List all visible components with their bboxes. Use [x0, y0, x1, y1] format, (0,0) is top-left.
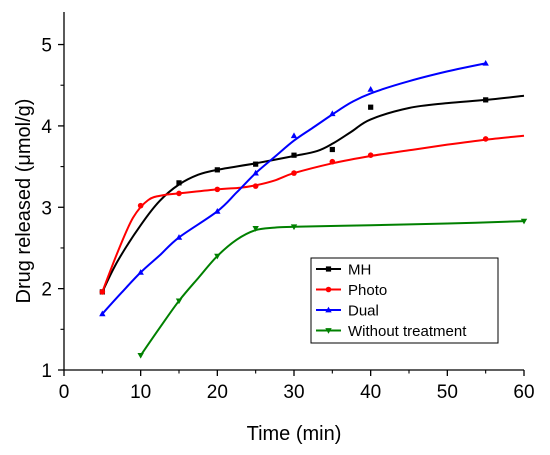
x-tick-label: 40 — [360, 382, 381, 403]
data-point-dual — [290, 132, 298, 139]
legend-marker — [325, 306, 332, 313]
legend-item: MH — [316, 262, 371, 279]
data-point-photo — [176, 190, 182, 197]
data-point-without-treatment — [520, 218, 528, 225]
y-axis-title: Drug released (μmol/g) — [13, 99, 35, 304]
data-point-mh — [483, 97, 489, 103]
data-point-photo — [482, 136, 489, 142]
data-point-dual — [99, 310, 106, 317]
x-tick-label: 30 — [283, 382, 304, 403]
legend-marker — [325, 266, 332, 272]
axis-ticks: 0 10 20 30 40 50 60 1 2 3 4 5 — [41, 36, 534, 403]
series-line-dual — [101, 62, 486, 315]
data-point-dual — [137, 269, 144, 275]
series-layer — [99, 59, 528, 359]
series-photo — [99, 134, 525, 295]
data-point-mh — [253, 161, 259, 167]
data-point-mh — [329, 146, 335, 153]
data-point-without-treatment — [290, 224, 298, 231]
legend-item: Photo — [316, 282, 387, 299]
legend-label: Dual — [348, 303, 379, 320]
plot-area: 0 10 20 30 40 50 60 1 2 3 4 5 — [41, 12, 535, 403]
data-point-photo — [137, 202, 144, 209]
legend-label: MH — [348, 262, 371, 279]
legend-label: Photo — [348, 282, 387, 299]
data-point-without-treatment — [137, 352, 144, 359]
data-point-without-treatment — [175, 298, 183, 305]
y-tick-label: 3 — [41, 198, 52, 219]
data-point-mh — [214, 167, 220, 173]
legend-label: Without treatment — [348, 323, 467, 340]
data-point-photo — [214, 186, 221, 193]
series-without-treatment — [137, 218, 528, 359]
legend-marker — [325, 328, 332, 334]
data-point-mh — [176, 180, 182, 186]
legend-marker — [325, 286, 332, 293]
x-tick-label: 60 — [513, 382, 534, 403]
x-tick-label: 10 — [130, 382, 151, 403]
data-point-dual — [252, 169, 259, 176]
data-point-mh — [368, 104, 374, 110]
data-point-dual — [329, 110, 336, 117]
data-point-without-treatment — [252, 226, 259, 232]
data-point-dual — [214, 208, 221, 214]
legend-item: Without treatment — [316, 323, 467, 340]
y-tick-label: 1 — [41, 361, 52, 382]
y-tick-label: 4 — [41, 117, 52, 138]
x-tick-label: 20 — [207, 382, 228, 403]
legend-box — [310, 257, 499, 344]
data-point-without-treatment — [214, 253, 221, 260]
data-point-photo — [367, 152, 374, 158]
data-point-dual — [482, 59, 489, 66]
x-tick-label: 0 — [59, 382, 70, 403]
y-tick-label: 5 — [41, 36, 52, 57]
x-tick-label: 50 — [437, 382, 458, 403]
legend: MH Photo Dual Without treatment — [310, 257, 499, 344]
data-point-dual — [367, 85, 374, 92]
legend-item: Dual — [316, 303, 379, 320]
data-point-mh — [291, 152, 297, 158]
x-axis-title: Time (min) — [247, 423, 342, 445]
data-point-photo — [291, 170, 297, 176]
data-point-photo — [99, 289, 106, 295]
data-point-photo — [329, 158, 336, 165]
data-point-photo — [252, 183, 259, 189]
series-dual — [99, 59, 489, 317]
y-tick-label: 2 — [41, 280, 52, 301]
data-point-dual — [175, 234, 183, 240]
